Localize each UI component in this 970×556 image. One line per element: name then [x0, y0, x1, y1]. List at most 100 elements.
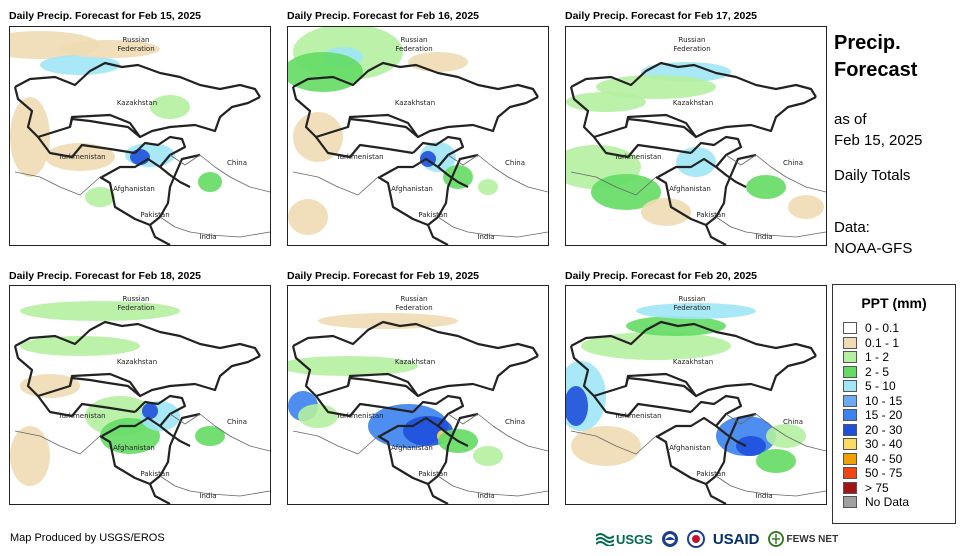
precip-area [596, 75, 716, 99]
legend-label: 1 - 2 [865, 350, 890, 364]
legend-label: 10 - 15 [865, 393, 903, 408]
country-border [437, 216, 548, 238]
legend-title: PPT (mm) [861, 295, 927, 311]
precip-area [150, 95, 190, 119]
legend-label: No Data [865, 495, 910, 509]
country-label-turkmenistan: Turkmenistan [335, 153, 383, 161]
country-border [379, 416, 469, 447]
precip-area [676, 147, 716, 177]
country-label-turkmenistan: Turkmenistan [57, 153, 105, 161]
usgs-wave-icon [596, 533, 614, 546]
usaid-logo: USAID [712, 530, 760, 548]
country-border [134, 394, 187, 427]
country-label-india: India [199, 492, 216, 500]
country-border [725, 154, 826, 193]
country-border [657, 416, 747, 447]
precip-area [571, 426, 641, 466]
legend-label: 2 - 5 [865, 364, 890, 379]
panel-title-4: Daily Precip. Forecast for Feb 18, 2025 [9, 270, 202, 282]
panel-title-6: Daily Precip. Forecast for Feb 20, 2025 [565, 270, 758, 282]
country-label-pakistan: Pakistan [418, 211, 447, 219]
legend-item: 5 - 10 [843, 379, 896, 393]
country-border [570, 430, 657, 455]
country-border [346, 376, 419, 397]
legend-item: 2 - 5 [843, 365, 889, 379]
country-border [14, 171, 101, 196]
noaa-seal-icon [661, 531, 678, 547]
country-border [14, 320, 261, 357]
precip-area [318, 313, 458, 329]
country-label-russia-1: Russian [679, 295, 706, 303]
country-border [134, 135, 187, 168]
precip-area [746, 175, 786, 199]
country-label-china: China [227, 418, 247, 426]
country-label-kazakhstan: Kazakhstan [673, 358, 713, 366]
legend-swatch [843, 365, 857, 378]
country-border [426, 483, 449, 504]
country-label-kazakhstan: Kazakhstan [395, 358, 435, 366]
precip-area [130, 149, 150, 165]
country-border [101, 157, 191, 188]
country-border [447, 413, 548, 452]
panel-title-5: Daily Precip. Forecast for Feb 19, 2025 [287, 270, 480, 282]
country-label-pakistan: Pakistan [418, 470, 447, 478]
country-border [690, 135, 743, 168]
precip-area [100, 418, 160, 454]
country-label-india: India [199, 233, 216, 241]
legend-swatch [843, 351, 857, 363]
country-border [379, 157, 469, 188]
country-label-china: China [783, 418, 803, 426]
country-border [292, 61, 539, 98]
precip-area [408, 52, 468, 72]
country-border [725, 413, 826, 452]
precip-area [198, 172, 222, 192]
country-label-pakistan: Pakistan [140, 470, 169, 478]
legend-swatch [843, 380, 857, 392]
data-label: Data: [834, 219, 870, 236]
legend-label: > 75 [865, 480, 889, 495]
country-label-afghanistan: Afghanistan [113, 444, 155, 452]
precip-area [288, 199, 328, 235]
country-border [292, 430, 379, 455]
country-border [14, 61, 261, 98]
dhs-logo [686, 530, 705, 548]
legend-swatch [843, 409, 857, 421]
country-label-china: China [783, 159, 803, 167]
country-border [292, 320, 539, 357]
country-label-russia-2: Federation [395, 45, 432, 53]
fewsnet-logo: FEWS NET [767, 531, 838, 547]
forecast-map-1: Russian Federation Kazakhstan Turkmenistan A… [9, 26, 271, 246]
country-label-india: India [477, 492, 494, 500]
country-border [14, 430, 101, 455]
legend-label: 15 - 20 [865, 408, 903, 422]
country-border [437, 475, 548, 497]
country-label-russia-2: Federation [395, 304, 432, 312]
legend-item: 1 - 2 [843, 350, 889, 364]
country-label-afghanistan: Afghanistan [391, 185, 433, 193]
legend-item: 50 - 75 [843, 466, 902, 480]
country-label-turkmenistan: Turkmenistan [335, 412, 383, 420]
country-border [715, 216, 826, 238]
precip-area [288, 356, 418, 376]
precip-area [756, 449, 796, 473]
country-border [570, 171, 657, 196]
country-border [68, 117, 141, 138]
legend-item: No Data [843, 495, 909, 509]
precip-area [566, 386, 588, 426]
precip-area [195, 426, 225, 446]
country-border [13, 345, 261, 398]
legend-swatch [843, 496, 857, 508]
legend-swatch [843, 322, 857, 334]
legend-swatch [843, 423, 857, 436]
precip-area [60, 40, 160, 58]
precip-area [45, 143, 115, 171]
usgs-logo: USGS [596, 532, 653, 547]
country-border [315, 136, 414, 159]
country-label-turkmenistan: Turkmenistan [57, 412, 105, 420]
country-border [569, 345, 817, 398]
country-label-india: India [477, 233, 494, 241]
